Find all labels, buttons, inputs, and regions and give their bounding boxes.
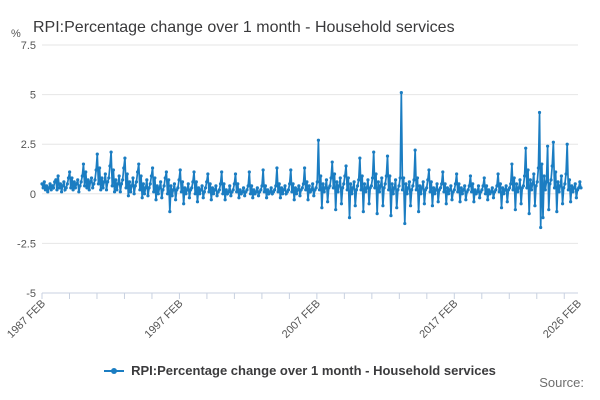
legend-line-marker-icon[interactable] (104, 366, 125, 375)
svg-text:-2.5: -2.5 (17, 238, 36, 250)
svg-text:1987 FEB: 1987 FEB (5, 298, 48, 341)
svg-text:2.5: 2.5 (21, 139, 36, 151)
series-markers[interactable] (40, 91, 583, 230)
svg-text:7.5: 7.5 (21, 40, 36, 52)
x-axis (41, 292, 578, 299)
chart-title: RPI:Percentage change over 1 month - Hou… (33, 18, 455, 36)
legend-series-label[interactable]: RPI:Percentage change over 1 month - Hou… (131, 362, 496, 378)
svg-text:2026 FEB: 2026 FEB (541, 298, 584, 341)
svg-text:2017 FEB: 2017 FEB (417, 298, 460, 341)
svg-text:2007 FEB: 2007 FEB (280, 298, 323, 341)
source-label: Source: (539, 375, 584, 390)
x-axis-labels: 1987 FEB 1997 FEB 2007 FEB 2017 FEB 2026 FEB (5, 298, 584, 341)
svg-text:-5: -5 (26, 288, 36, 300)
y-axis-labels: 7.5 5 2.5 0 -2.5 -5 (17, 40, 36, 300)
svg-text:0: 0 (30, 189, 36, 201)
gridlines (42, 44, 578, 244)
legend: RPI:Percentage change over 1 month - Hou… (0, 360, 600, 380)
y-axis-unit-label: % (11, 28, 21, 40)
svg-text:5: 5 (30, 90, 36, 102)
svg-text:1997 FEB: 1997 FEB (142, 298, 185, 341)
